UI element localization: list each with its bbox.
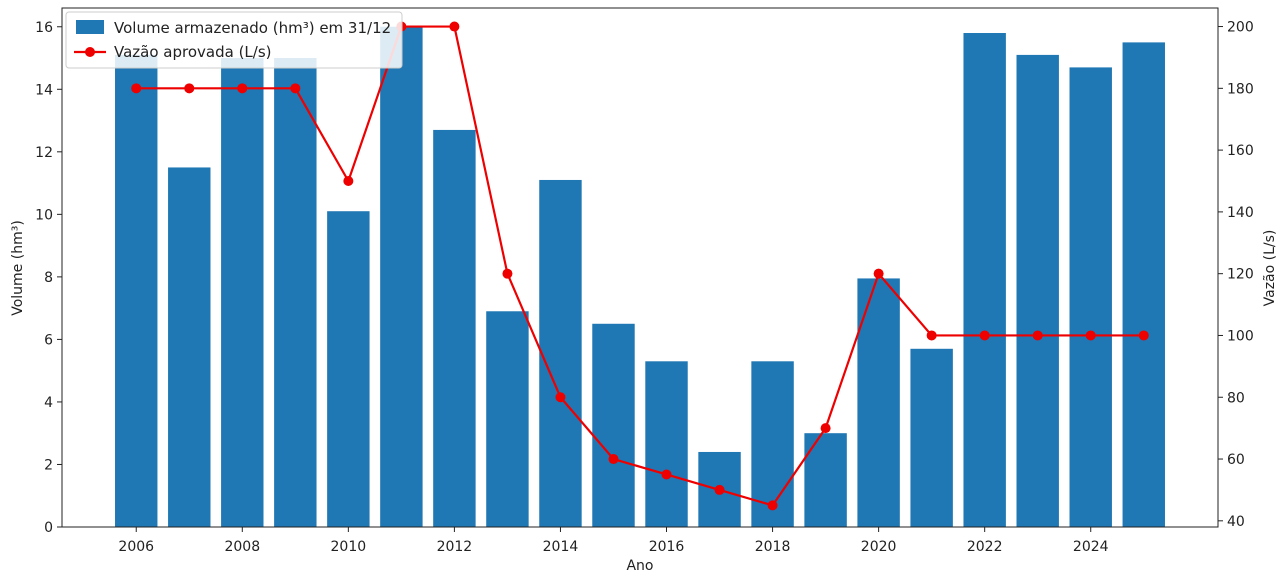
y-left-tick-label: 16	[35, 20, 53, 36]
x-tick-label: 2018	[755, 539, 791, 555]
y-right-tick-label: 140	[1227, 205, 1254, 221]
vazao-point-2009	[290, 83, 301, 94]
legend: Volume armazenado (hm³) em 31/12 Vazão a…	[65, 11, 403, 69]
bars-layer	[115, 26, 1165, 528]
bar-2006	[115, 54, 158, 528]
vazao-point-2015	[608, 454, 619, 465]
legend-label-vazao: Vazão aprovada (L/s)	[114, 43, 272, 61]
vazao-point-2020	[873, 268, 884, 279]
y-axis-left-title: Volume (hm³)	[10, 220, 26, 316]
vazao-point-2010	[343, 176, 354, 186]
y-left-tick-label: 14	[35, 82, 53, 98]
y-right-tick-label: 160	[1227, 143, 1254, 159]
bar-2007	[168, 167, 211, 527]
bar-2021	[910, 348, 953, 527]
x-axis-title: Ano	[626, 558, 653, 574]
y-left-tick-label: 2	[44, 457, 53, 473]
y-right-tick-label: 80	[1227, 390, 1245, 406]
vazao-point-2016	[661, 469, 672, 480]
vazao-point-2008	[237, 83, 248, 94]
x-tick-label: 2010	[331, 539, 367, 555]
x-tick-label: 2008	[224, 539, 260, 555]
legend-label-volume: Volume armazenado (hm³) em 31/12	[114, 19, 391, 37]
vazao-point-2018	[767, 500, 778, 511]
y-right-tick-label: 100	[1227, 328, 1254, 344]
bar-2012	[433, 129, 476, 527]
y-left-tick-label: 10	[35, 207, 53, 223]
vazao-point-2014	[555, 392, 566, 403]
x-tick-label: 2024	[1073, 539, 1109, 555]
bar-2014	[539, 179, 582, 527]
y-right-tick-label: 60	[1227, 452, 1245, 468]
bar-2015	[592, 323, 635, 527]
legend-swatch-volume	[76, 20, 104, 34]
vazao-point-2013	[502, 268, 513, 279]
vazao-point-2017	[714, 484, 725, 495]
vazao-point-2023	[1032, 330, 1043, 341]
x-tick-label: 2014	[543, 539, 579, 555]
y-right-tick-label: 40	[1227, 514, 1245, 530]
vazao-line	[136, 25, 1144, 507]
vazao-point-2007	[184, 83, 195, 94]
bar-2010	[327, 211, 370, 527]
y-right-tick-label: 120	[1227, 267, 1254, 283]
bar-2013	[486, 311, 529, 527]
vazao-point-2006	[131, 83, 142, 94]
vazao-point-2012	[449, 21, 460, 32]
bar-2009	[274, 58, 317, 528]
y-left-tick-label: 6	[44, 332, 53, 348]
ticks-layer: 2006 2008 2010 2012 2014 2016 2018 2020 2022 2024…	[35, 20, 1254, 555]
y-right-tick-label: 200	[1227, 20, 1254, 36]
plot-frame	[61, 7, 1219, 528]
bar-2008	[221, 58, 264, 528]
bar-2011	[380, 26, 423, 527]
vazao-point-2021	[926, 330, 937, 341]
y-left-tick-label: 12	[35, 145, 53, 161]
y-right-tick-label: 180	[1227, 81, 1254, 97]
legend-swatch-vazao-marker	[85, 47, 95, 57]
bar-2022	[963, 33, 1006, 527]
bar-2025	[1122, 42, 1165, 527]
y-left-tick-label: 8	[44, 270, 53, 286]
bar-2016	[645, 361, 688, 527]
vazao-point-2019	[820, 423, 831, 434]
x-tick-label: 2012	[437, 539, 473, 555]
x-tick-label: 2022	[967, 539, 1003, 555]
y-left-tick-label: 0	[44, 520, 53, 536]
axes-layer	[61, 7, 1219, 528]
vazao-point-2025	[1138, 330, 1149, 341]
bar-2020	[857, 278, 900, 527]
x-tick-label: 2016	[649, 539, 685, 555]
y-left-tick-label: 4	[44, 395, 53, 411]
x-tick-label: 2006	[118, 539, 154, 555]
bar-2023	[1016, 54, 1059, 528]
y-axis-right-title: Vazão (L/s)	[1262, 230, 1278, 307]
bar-2019	[804, 433, 847, 527]
legend-box	[65, 11, 403, 69]
vazao-point-2024	[1085, 330, 1096, 341]
bar-2018	[751, 361, 794, 527]
line-layer	[131, 21, 1149, 511]
bar-2024	[1069, 67, 1112, 528]
x-tick-label: 2020	[861, 539, 897, 555]
vazao-point-2022	[979, 330, 990, 341]
